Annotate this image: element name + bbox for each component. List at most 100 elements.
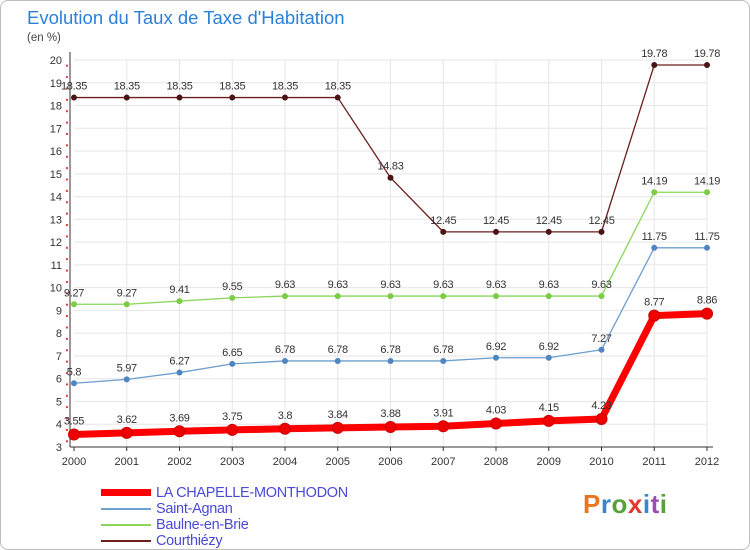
y-minor-mark xyxy=(66,326,68,329)
y-minor-mark xyxy=(66,98,68,101)
y-tick-label: 6 xyxy=(56,374,62,386)
x-tick-label: 2010 xyxy=(589,456,613,468)
logo-letter: x xyxy=(627,489,643,519)
data-label: 3.69 xyxy=(169,412,189,424)
data-point xyxy=(598,228,605,235)
data-label: 3.55 xyxy=(64,415,84,427)
data-label: 8.77 xyxy=(644,297,664,309)
y-tick-label: 13 xyxy=(50,214,62,226)
data-label: 3.75 xyxy=(222,411,242,423)
data-point xyxy=(545,354,552,361)
y-minor-mark xyxy=(66,110,68,113)
logo-letter: i xyxy=(642,489,651,519)
legend-label: LA CHAPELLE-MONTHODON xyxy=(156,485,348,501)
y-tick-label: 19 xyxy=(50,78,62,90)
data-label: 9.63 xyxy=(275,279,295,291)
data-point xyxy=(493,228,499,235)
y-tick-label: 14 xyxy=(50,192,62,204)
legend-label: Saint-Agnan xyxy=(156,501,233,517)
data-label: 6.65 xyxy=(222,347,242,359)
data-point xyxy=(282,94,288,101)
data-point xyxy=(387,357,394,364)
data-point xyxy=(545,228,552,235)
y-minor-mark xyxy=(66,258,68,261)
data-point xyxy=(68,428,80,441)
data-point xyxy=(704,244,710,251)
data-point xyxy=(704,62,710,69)
x-tick-label: 2001 xyxy=(115,456,139,468)
y-minor-mark xyxy=(66,383,68,386)
y-tick-label: 16 xyxy=(50,146,62,158)
data-label: 3.88 xyxy=(380,408,400,420)
data-point xyxy=(71,301,77,308)
data-label: 3.84 xyxy=(328,409,348,421)
data-point xyxy=(334,94,341,101)
data-point xyxy=(598,346,605,353)
y-minor-mark xyxy=(66,132,68,135)
data-label: 8.86 xyxy=(697,295,717,307)
proxiti-logo: Proxiti xyxy=(583,489,667,520)
data-point xyxy=(229,294,236,301)
x-tick-label: 2000 xyxy=(62,456,86,468)
x-tick-label: 2012 xyxy=(695,456,719,468)
data-label: 9.41 xyxy=(169,284,189,296)
data-label: 6.78 xyxy=(380,344,400,356)
data-label: 9.27 xyxy=(64,287,84,299)
legend-swatch xyxy=(101,524,151,526)
data-label: 14.83 xyxy=(377,161,403,173)
data-point xyxy=(282,357,288,364)
data-label: 3.62 xyxy=(117,414,137,426)
y-tick-label: 12 xyxy=(50,237,62,249)
y-tick-label: 4 xyxy=(56,419,62,431)
x-tick-label: 2011 xyxy=(642,456,666,468)
logo-letter: o xyxy=(611,489,628,519)
data-label: 6.78 xyxy=(275,344,295,356)
data-point xyxy=(176,94,183,101)
y-minor-mark xyxy=(66,167,68,170)
y-minor-mark xyxy=(66,303,68,306)
data-label: 18.35 xyxy=(325,81,351,93)
y-tick-label: 17 xyxy=(50,123,62,135)
data-label: 5.8 xyxy=(67,366,82,378)
data-point xyxy=(279,422,291,435)
y-minor-mark xyxy=(66,201,68,204)
data-point xyxy=(123,376,130,383)
data-label: 11.75 xyxy=(694,231,719,243)
data-point xyxy=(651,62,658,69)
y-tick-label: 20 xyxy=(50,55,62,67)
y-minor-mark xyxy=(66,417,68,420)
y-minor-mark xyxy=(66,372,68,375)
x-tick-label: 2005 xyxy=(326,456,350,468)
data-point xyxy=(598,293,605,300)
y-tick-label: 3 xyxy=(56,442,62,454)
logo-letter: P xyxy=(583,489,601,519)
x-tick-label: 2009 xyxy=(537,456,561,468)
data-point xyxy=(334,357,341,364)
data-label: 7.27 xyxy=(591,333,611,345)
data-label: 14.19 xyxy=(641,175,667,187)
y-minor-mark xyxy=(66,64,68,67)
y-minor-mark xyxy=(66,121,68,124)
data-point xyxy=(226,423,239,436)
data-label: 18.35 xyxy=(219,81,245,93)
y-minor-mark xyxy=(66,280,68,283)
data-point xyxy=(71,94,77,101)
logo-letter: i xyxy=(659,489,668,519)
data-label: 19.78 xyxy=(694,48,720,60)
y-tick-label: 15 xyxy=(50,169,62,181)
legend-swatch xyxy=(101,489,151,496)
y-minor-mark xyxy=(66,440,68,443)
y-tick-label: 5 xyxy=(56,396,62,408)
data-point xyxy=(334,293,341,300)
data-label: 9.63 xyxy=(433,279,453,291)
data-label: 18.35 xyxy=(61,81,87,93)
data-point xyxy=(123,94,130,101)
data-label: 11.75 xyxy=(642,231,667,243)
data-label: 6.92 xyxy=(486,341,506,353)
legend-swatch xyxy=(101,540,151,542)
data-label: 3.8 xyxy=(278,410,293,422)
y-minor-mark xyxy=(66,394,68,397)
y-minor-mark xyxy=(66,315,68,318)
data-point xyxy=(282,293,288,300)
